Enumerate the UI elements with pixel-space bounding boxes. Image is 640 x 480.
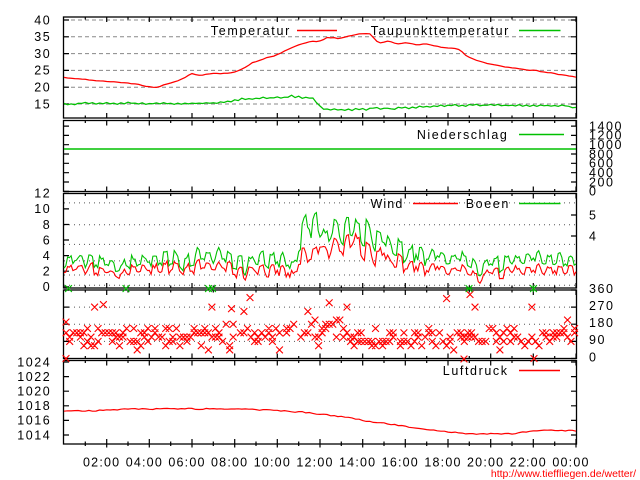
svg-text:0: 0 bbox=[589, 185, 598, 199]
svg-text:20: 20 bbox=[34, 81, 51, 95]
svg-text:06:00: 06:00 bbox=[168, 456, 205, 470]
svg-text:Wind: Wind bbox=[371, 197, 404, 211]
svg-text:12:00: 12:00 bbox=[296, 456, 333, 470]
svg-text:30: 30 bbox=[34, 47, 51, 61]
svg-text:Niederschlag: Niederschlag bbox=[417, 128, 509, 142]
svg-text:1022: 1022 bbox=[17, 370, 51, 384]
svg-text:Luftdruck: Luftdruck bbox=[443, 364, 509, 378]
svg-text:200: 200 bbox=[589, 175, 615, 189]
svg-text:5: 5 bbox=[589, 208, 598, 222]
svg-text:1000: 1000 bbox=[589, 138, 623, 152]
svg-text:20:00: 20:00 bbox=[467, 456, 504, 470]
svg-text:Temperatur: Temperatur bbox=[211, 24, 291, 38]
svg-text:Taupunkttemperatur: Taupunkttemperatur bbox=[371, 24, 510, 38]
svg-text:600: 600 bbox=[589, 157, 615, 171]
svg-text:1200: 1200 bbox=[589, 129, 623, 143]
svg-text:12: 12 bbox=[34, 187, 51, 201]
svg-text:360: 360 bbox=[589, 282, 615, 296]
svg-text:Boeen: Boeen bbox=[466, 197, 510, 211]
svg-text:02:00: 02:00 bbox=[83, 456, 120, 470]
svg-text:1400: 1400 bbox=[589, 119, 623, 133]
svg-text:1018: 1018 bbox=[17, 399, 51, 413]
svg-text:400: 400 bbox=[589, 166, 615, 180]
svg-text:35: 35 bbox=[34, 30, 51, 44]
svg-text:15: 15 bbox=[34, 97, 51, 111]
svg-text:2: 2 bbox=[43, 265, 52, 279]
svg-text:8: 8 bbox=[43, 218, 52, 232]
svg-text:90: 90 bbox=[589, 333, 606, 347]
svg-text:4: 4 bbox=[589, 229, 598, 243]
svg-text:00:00: 00:00 bbox=[552, 456, 589, 470]
svg-text:16:00: 16:00 bbox=[382, 456, 419, 470]
svg-text:0: 0 bbox=[43, 280, 52, 294]
svg-text:22:00: 22:00 bbox=[510, 456, 547, 470]
svg-text:270: 270 bbox=[589, 299, 615, 313]
svg-text:180: 180 bbox=[589, 316, 615, 330]
svg-text:08:00: 08:00 bbox=[211, 456, 248, 470]
svg-text:14:00: 14:00 bbox=[339, 456, 376, 470]
svg-text:1024: 1024 bbox=[17, 355, 51, 369]
svg-text:10: 10 bbox=[34, 202, 51, 216]
svg-text:1020: 1020 bbox=[17, 385, 51, 399]
svg-text:10:00: 10:00 bbox=[254, 456, 291, 470]
svg-text:04:00: 04:00 bbox=[126, 456, 163, 470]
svg-text:4: 4 bbox=[43, 249, 52, 263]
svg-text:0: 0 bbox=[589, 350, 598, 364]
svg-text:6: 6 bbox=[43, 233, 52, 247]
svg-text:1016: 1016 bbox=[17, 414, 51, 428]
svg-text:1014: 1014 bbox=[17, 428, 51, 442]
svg-text:http://www.tieffliegen.de/wett: http://www.tieffliegen.de/wetter/ bbox=[491, 468, 636, 480]
svg-text:25: 25 bbox=[34, 64, 51, 78]
svg-text:800: 800 bbox=[589, 147, 615, 161]
svg-text:18:00: 18:00 bbox=[424, 456, 461, 470]
svg-text:40: 40 bbox=[34, 13, 51, 27]
